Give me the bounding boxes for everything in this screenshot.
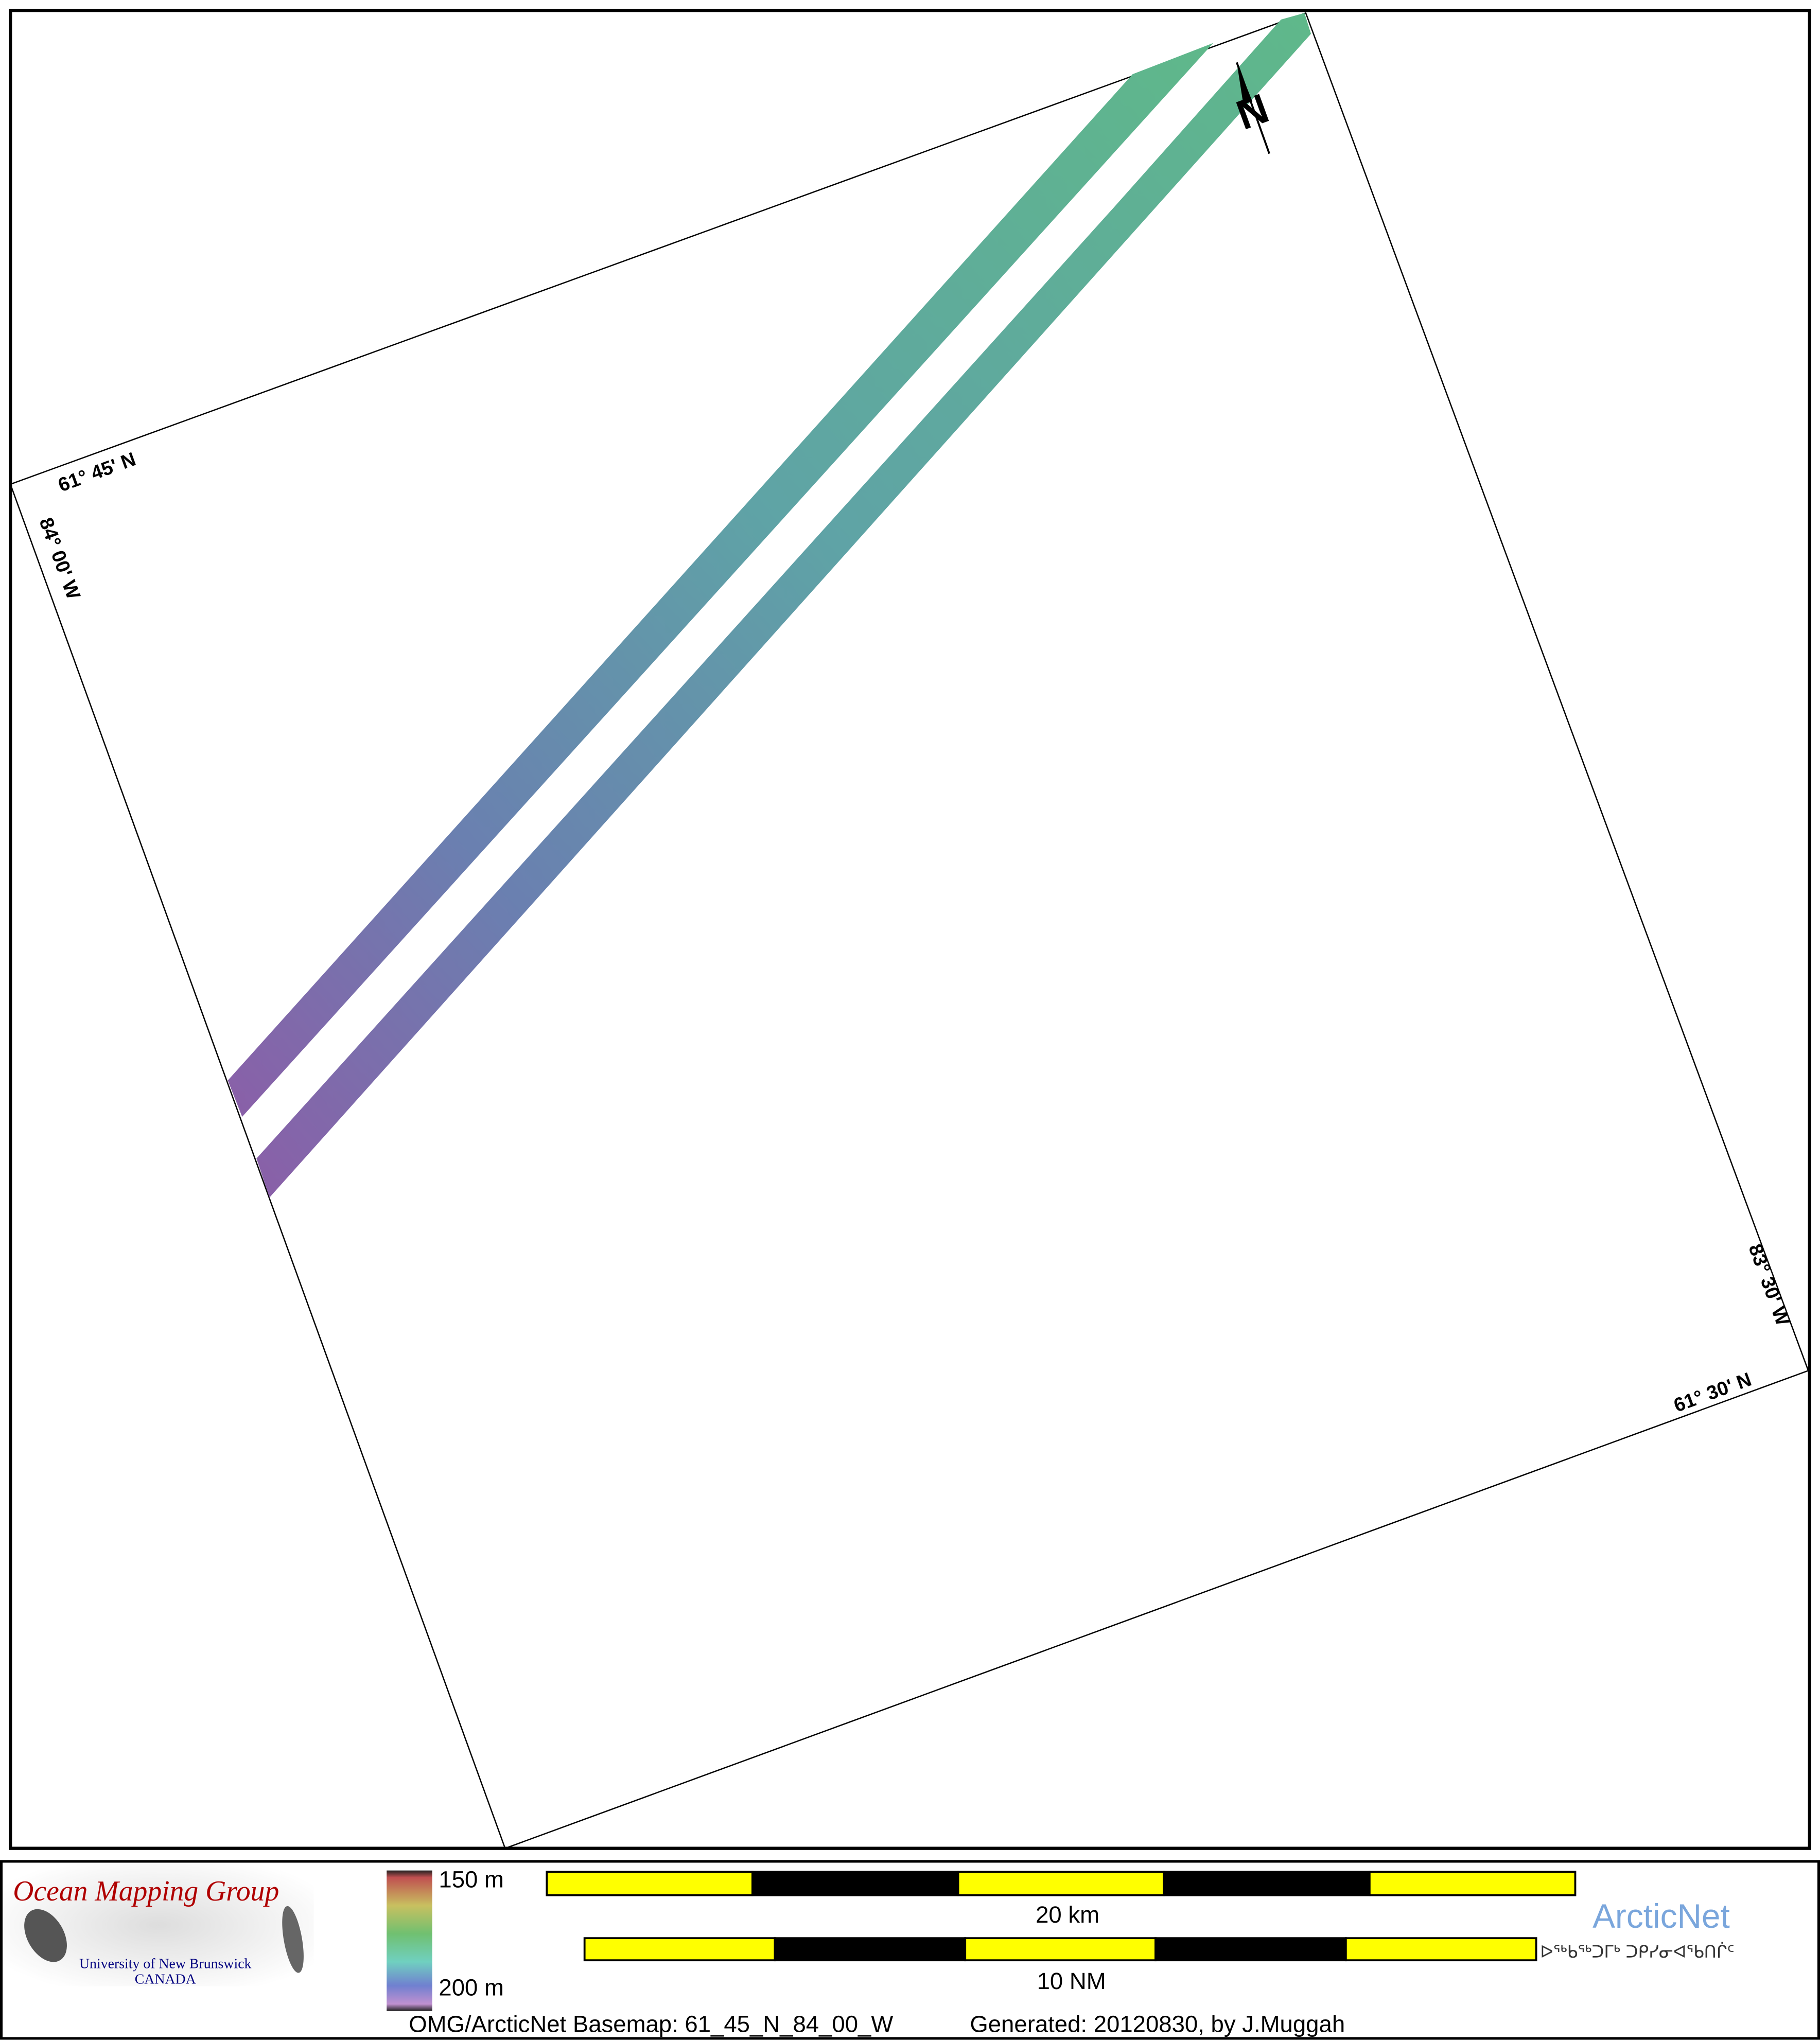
logo-subtitle-country: CANADA: [135, 1972, 196, 1987]
scale-nm-label: 10 NM: [1037, 1968, 1106, 1994]
logo-title: Ocean Mapping Group: [13, 1875, 279, 1907]
colorbar-top-label: 150 m: [439, 1867, 504, 1893]
bathymetry-swath-1: [227, 43, 1214, 1117]
bathymetry-swath-2: [256, 13, 1311, 1198]
scale-segment: [1368, 1871, 1577, 1896]
logo-sonar-image-left: [24, 1909, 67, 1962]
scale-segment: [957, 1871, 1165, 1896]
logo-subtitle-university: University of New Brunswick: [79, 1956, 252, 1972]
scale-segment: [1154, 1937, 1347, 1962]
scale-segment: [1344, 1937, 1537, 1962]
scale-km-label: 20 km: [1036, 1902, 1099, 1928]
scale-segment: [774, 1937, 967, 1962]
north-arrow-head-icon: [1236, 62, 1253, 104]
scale-bar-nm: [583, 1937, 1537, 1962]
scale-segment: [546, 1871, 754, 1896]
scale-segment: [583, 1937, 776, 1962]
scale-segment: [964, 1937, 1157, 1962]
scale-segment: [751, 1871, 959, 1896]
scale-bar-km: [546, 1871, 1577, 1896]
arcticnet-logo: ArcticNet: [1592, 1897, 1730, 1935]
scale-segment: [1163, 1871, 1371, 1896]
depth-colorbar: [387, 1870, 432, 2011]
colorbar-bottom-label: 200 m: [439, 1974, 504, 2000]
omg-logo: Ocean Mapping Group University of New Br…: [4, 1864, 314, 1987]
arcticnet-syllabics: ᐅᖅᑲᖅᑐᒥᒃ ᑐᑭᓯᓂᐊᖃᑎᒌᑦ: [1540, 1942, 1735, 1962]
map-frame: [9, 9, 1811, 1850]
footer-basemap: OMG/ArcticNet Basemap: 61_45_N_84_00_W: [409, 2011, 893, 2037]
logo-sonar-image-right: [282, 1906, 304, 1973]
footer-generated: Generated: 20120830, by J.Muggah: [970, 2011, 1345, 2037]
sheet-boundary: [9, 12, 1809, 1850]
